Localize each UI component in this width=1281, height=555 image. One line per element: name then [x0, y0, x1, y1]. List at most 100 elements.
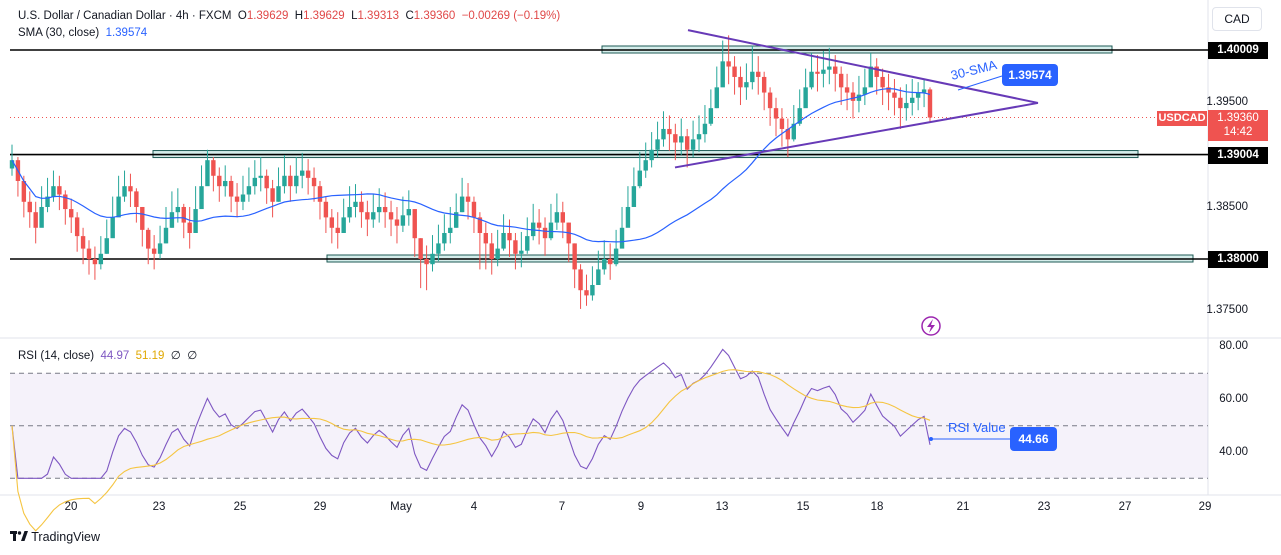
currency-button[interactable]: CAD — [1212, 7, 1262, 31]
candle-body — [507, 232, 512, 241]
rsi-annotation-text: RSI Value — [948, 420, 1006, 435]
candle-body — [602, 259, 607, 270]
x-tick-label: 23 — [1038, 501, 1051, 513]
candle-body — [477, 217, 483, 233]
candle-body — [365, 212, 370, 220]
candle-body — [181, 206, 186, 223]
candle-body — [773, 108, 779, 119]
candle-body — [483, 232, 489, 244]
x-tick-label: 4 — [471, 501, 478, 513]
candle-body — [69, 209, 74, 218]
candle-body — [874, 66, 879, 77]
sma-line — [11, 87, 931, 243]
sma-annotation-connector — [957, 75, 1003, 91]
candle-body — [584, 290, 589, 296]
open-label: O — [237, 10, 247, 22]
candle-body — [637, 170, 642, 187]
candle-body — [684, 136, 690, 150]
candle-body — [827, 66, 832, 70]
candle-body — [643, 160, 648, 171]
candle-body — [92, 259, 98, 265]
x-tick-label: 21 — [957, 501, 970, 513]
current-price: 1.39360 — [1217, 112, 1259, 124]
tradingview-brand[interactable]: TradingView — [10, 530, 100, 544]
candle-body — [436, 243, 441, 254]
x-tick-label: 29 — [314, 501, 327, 513]
candle-body — [424, 259, 429, 265]
candle-body — [679, 136, 684, 143]
x-tick-label: May — [390, 501, 412, 513]
x-tick-label: 18 — [871, 501, 884, 513]
candle-body — [45, 196, 50, 207]
candle-body — [234, 196, 240, 202]
grid — [0, 0, 1281, 496]
rsi-header: RSI (14, close) 44.97 51.19 ∅ ∅ — [18, 348, 197, 362]
x-tick-label: 15 — [797, 501, 810, 513]
candle-body — [388, 212, 394, 220]
candle-body — [750, 71, 755, 83]
rsi-line — [11, 348, 931, 479]
candle-body — [134, 191, 139, 207]
candle-body — [471, 201, 477, 218]
candle-body — [530, 222, 536, 237]
triangle-pattern — [674, 29, 1039, 169]
rsi-callout: 44.66 — [1010, 427, 1057, 451]
candle-body — [323, 201, 329, 218]
candle-body — [264, 175, 269, 189]
candle-body — [157, 243, 163, 254]
symbol-tag: USDCAD — [1157, 111, 1207, 126]
high-label: H — [294, 10, 304, 22]
candle-body — [39, 206, 44, 228]
x-tick-label: 20 — [65, 501, 78, 513]
candle-body — [898, 97, 903, 109]
candle-body — [116, 196, 121, 218]
x-tick-label: 23 — [153, 501, 166, 513]
candle-body — [613, 248, 619, 265]
level-label: 1.40009 — [1208, 42, 1268, 59]
candle-body — [282, 175, 287, 187]
candle-body — [270, 188, 275, 202]
candle-body — [673, 134, 678, 143]
candle-body — [9, 160, 15, 169]
candle-body — [578, 269, 583, 291]
candle-body — [726, 61, 731, 67]
candle-body — [732, 66, 737, 77]
candle-body — [140, 206, 145, 230]
candle-body — [371, 212, 376, 220]
candle-body — [394, 219, 400, 226]
lightning-icon — [921, 316, 941, 336]
candle-body — [175, 206, 181, 213]
candle-body — [317, 186, 323, 202]
candle-body — [187, 222, 192, 233]
candle-body — [761, 76, 767, 93]
candle-body — [465, 196, 471, 202]
candle-body — [655, 139, 660, 150]
candle-body — [702, 123, 708, 135]
candle-body — [240, 194, 246, 202]
candle-body — [667, 128, 672, 135]
rsi-tick-label: 80.00 — [1219, 340, 1248, 352]
candle-body — [921, 89, 927, 93]
candle-body — [21, 180, 27, 202]
candle-body — [625, 206, 631, 228]
candle-body — [86, 248, 92, 259]
candle-body — [696, 134, 702, 140]
candle-body — [51, 186, 56, 197]
candle-body — [199, 186, 204, 210]
candle-body — [57, 186, 62, 195]
candle-body — [833, 66, 838, 74]
candle-body — [211, 160, 216, 176]
candle-body — [821, 69, 826, 74]
candle-body — [714, 87, 719, 109]
candle-body — [359, 201, 364, 213]
candle-body — [377, 206, 382, 213]
candle-body — [915, 92, 921, 98]
sma-header: SMA (30, close) 1.39574 — [18, 27, 147, 39]
rsi-label: RSI (14, close) — [18, 350, 95, 362]
candle-body — [631, 186, 637, 207]
rsi-extra-2: ∅ — [187, 350, 198, 362]
candle-body — [927, 89, 933, 118]
candle-body — [33, 212, 38, 228]
